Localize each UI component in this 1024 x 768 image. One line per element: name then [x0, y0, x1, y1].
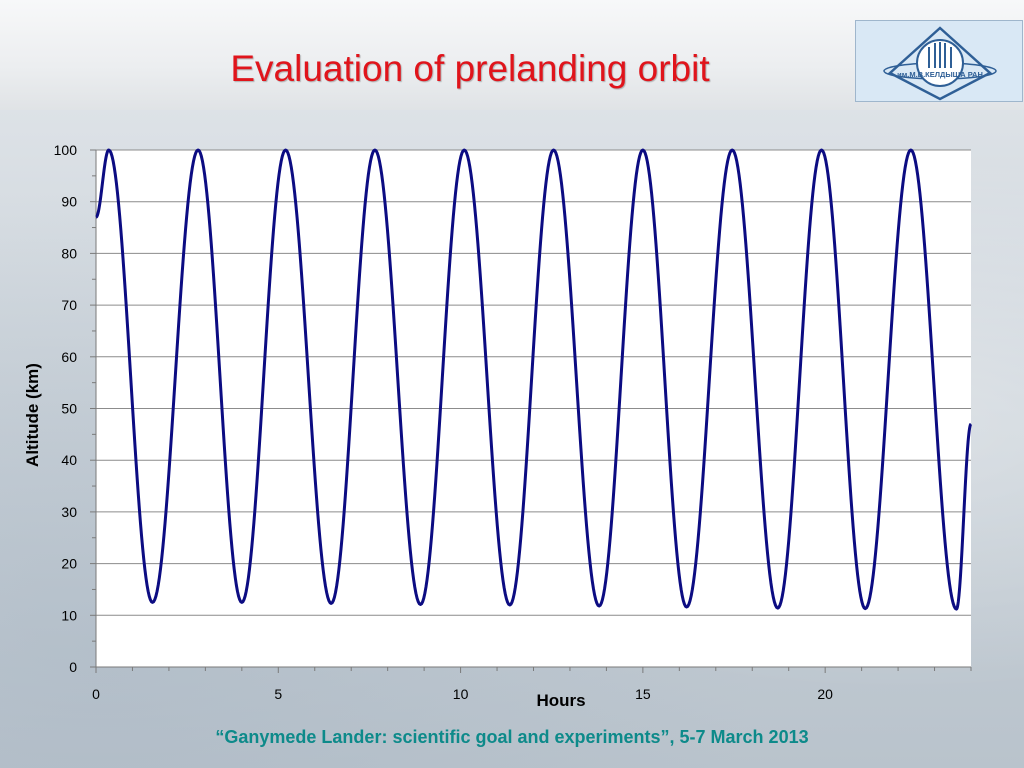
x-tick-label: 15 — [635, 686, 651, 702]
logo-text: им.М.В.КЕЛДЫША РАН — [897, 70, 983, 79]
institute-logo: им.М.В.КЕЛДЫША РАН — [855, 20, 1023, 102]
y-tick-label: 100 — [54, 142, 78, 158]
y-tick-label: 20 — [61, 556, 77, 572]
x-tick-label: 5 — [274, 686, 282, 702]
y-tick-label: 60 — [61, 349, 77, 365]
slide-footer: “Ganymede Lander: scientific goal and ex… — [215, 727, 809, 747]
y-tick-label: 30 — [61, 504, 77, 520]
y-axis-label: Altitude (km) — [23, 363, 42, 467]
x-tick-label: 0 — [92, 686, 100, 702]
y-tick-label: 90 — [61, 194, 77, 210]
y-tick-label: 0 — [69, 659, 77, 675]
slide-title: Evaluation of prelanding orbit — [230, 48, 710, 89]
y-tick-label: 50 — [61, 401, 77, 417]
y-tick-label: 70 — [61, 297, 77, 313]
y-tick-label: 80 — [61, 245, 77, 261]
x-tick-label: 10 — [453, 686, 469, 702]
x-tick-label: 20 — [817, 686, 833, 702]
institute-emblem-icon: им.М.В.КЕЛДЫША РАН — [883, 26, 997, 101]
y-tick-label: 40 — [61, 452, 77, 468]
title-band — [0, 0, 1024, 110]
y-tick-label: 10 — [61, 607, 77, 623]
altitude-series-line — [94, 148, 973, 611]
x-axis-label: Hours — [536, 691, 585, 710]
